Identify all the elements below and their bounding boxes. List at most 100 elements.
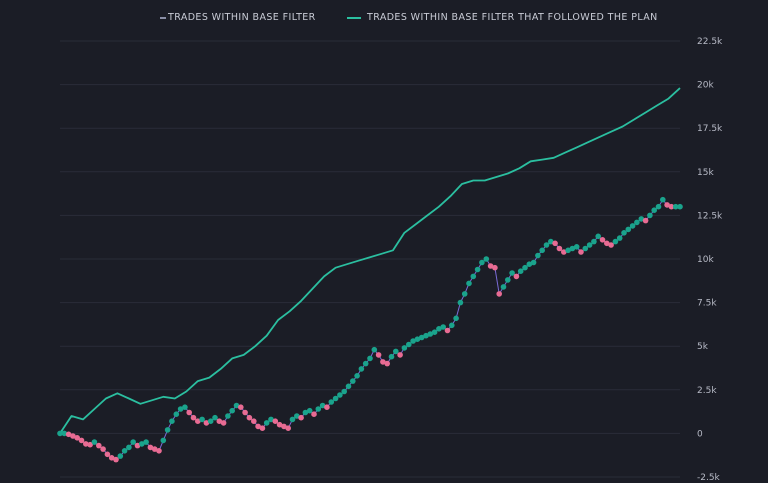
data-point-gain[interactable] [505,277,511,283]
data-point-gain[interactable] [586,242,593,248]
data-point-gain[interactable] [177,406,184,412]
data-point-gain[interactable] [367,355,373,362]
data-point-gain[interactable] [212,414,218,421]
data-point-gain[interactable] [621,230,627,236]
data-point-loss[interactable] [83,441,89,447]
data-point-gain[interactable] [591,238,597,245]
data-point-loss[interactable] [384,360,391,367]
data-point-gain[interactable] [625,226,632,233]
data-point-gain[interactable] [526,261,533,268]
data-point-loss[interactable] [599,237,606,243]
data-point-loss[interactable] [642,217,649,224]
data-point-gain[interactable] [328,399,335,405]
data-point-loss[interactable] [496,291,503,297]
data-point-loss[interactable] [276,421,283,428]
data-point-loss[interactable] [113,456,119,463]
data-point-gain[interactable] [647,212,653,219]
data-point-gain[interactable] [362,360,369,367]
data-point-gain[interactable] [263,420,270,426]
data-point-gain[interactable] [470,273,477,280]
data-point-loss[interactable] [272,418,279,425]
data-point-gain[interactable] [436,326,442,332]
data-point-gain[interactable] [431,329,438,336]
data-point-gain[interactable] [388,353,395,360]
data-point-loss[interactable] [74,435,80,441]
data-point-loss[interactable] [380,359,386,365]
data-point-gain[interactable] [655,203,662,210]
data-point-gain[interactable] [410,338,416,344]
data-point-gain[interactable] [414,336,421,343]
data-point-gain[interactable] [173,411,180,418]
data-point-loss[interactable] [195,418,201,425]
data-point-gain[interactable] [332,395,339,402]
data-point-gain[interactable] [500,284,507,290]
data-point-gain[interactable] [539,247,545,254]
data-point-loss[interactable] [65,431,72,438]
data-point-gain[interactable] [371,346,378,353]
data-point-loss[interactable] [664,202,670,208]
data-point-gain[interactable] [319,402,326,409]
data-point-gain[interactable] [548,238,554,245]
data-point-loss[interactable] [216,418,223,425]
data-point-loss[interactable] [151,446,158,452]
data-point-gain[interactable] [638,216,645,222]
data-point-loss[interactable] [238,404,244,411]
data-point-gain[interactable] [522,264,528,271]
data-point-loss[interactable] [487,263,494,269]
data-point-gain[interactable] [616,235,623,241]
data-point-gain[interactable] [57,430,63,437]
data-point-loss[interactable] [444,327,451,334]
data-point-loss[interactable] [100,446,106,452]
data-point-gain[interactable] [569,245,576,252]
data-point-gain[interactable] [479,259,485,266]
data-point-gain[interactable] [341,388,348,395]
data-point-loss[interactable] [552,240,558,247]
data-point-gain[interactable] [121,448,128,454]
data-point-loss[interactable] [281,423,287,430]
data-point-loss[interactable] [147,444,154,451]
data-point-gain[interactable] [449,322,455,329]
data-point-gain[interactable] [543,242,550,248]
data-point-gain[interactable] [565,247,571,254]
data-point-gain[interactable] [345,383,352,390]
data-point-gain[interactable] [182,404,188,411]
data-point-gain[interactable] [207,418,214,425]
data-point-loss[interactable] [259,425,266,432]
data-point-gain[interactable] [199,416,205,423]
data-point-gain[interactable] [634,219,640,226]
data-point-loss[interactable] [104,451,111,458]
data-point-gain[interactable] [629,223,636,229]
data-point-gain[interactable] [354,373,360,379]
data-point-gain[interactable] [126,444,132,451]
data-point-gain[interactable] [358,366,365,372]
data-point-gain[interactable] [418,334,425,341]
data-point-loss[interactable] [513,273,520,280]
data-point-loss[interactable] [298,414,304,421]
data-point-gain[interactable] [535,252,541,259]
data-point-gain[interactable] [406,341,412,348]
data-point-gain[interactable] [294,413,300,419]
data-point-gain[interactable] [306,407,313,414]
data-point-gain[interactable] [315,406,322,412]
data-point-loss[interactable] [134,442,141,449]
data-point-gain[interactable] [423,332,429,339]
data-point-gain[interactable] [117,453,124,459]
data-point-loss[interactable] [311,411,317,418]
data-point-loss[interactable] [668,203,675,210]
data-point-loss[interactable] [70,433,76,439]
legend-item-base-filter[interactable]: TRADES WITHIN BASE FILTER [160,12,316,23]
data-point-loss[interactable] [242,409,248,416]
data-point-gain[interactable] [660,196,666,203]
data-point-loss[interactable] [604,240,610,247]
data-point-loss[interactable] [186,409,192,416]
data-point-gain[interactable] [139,441,145,447]
data-point-gain[interactable] [337,392,343,398]
data-point-gain[interactable] [268,416,274,423]
data-point-gain[interactable] [91,439,98,445]
data-point-gain[interactable] [453,315,459,322]
data-point-gain[interactable] [350,378,356,384]
data-point-loss[interactable] [156,448,162,454]
data-point-gain[interactable] [440,324,447,330]
legend-item-followed-plan[interactable]: TRADES WITHIN BASE FILTER THAT FOLLOWED … [347,12,658,23]
data-point-gain[interactable] [130,439,136,445]
